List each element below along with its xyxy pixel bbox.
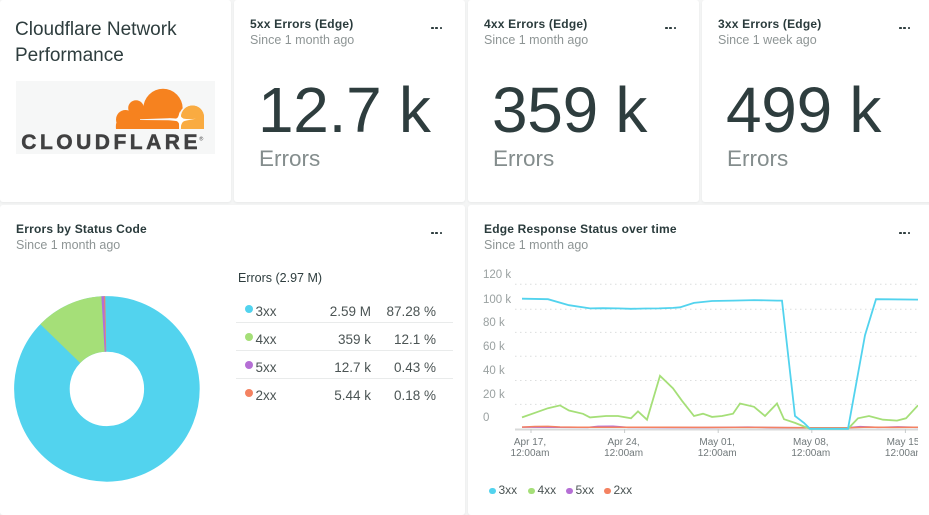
svg-text:®: ® xyxy=(199,136,203,143)
svg-text:CLOUDFLARE: CLOUDFLARE xyxy=(21,131,201,154)
